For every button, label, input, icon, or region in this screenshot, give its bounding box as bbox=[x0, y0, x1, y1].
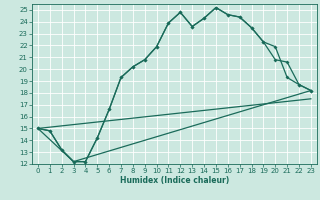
X-axis label: Humidex (Indice chaleur): Humidex (Indice chaleur) bbox=[120, 176, 229, 185]
